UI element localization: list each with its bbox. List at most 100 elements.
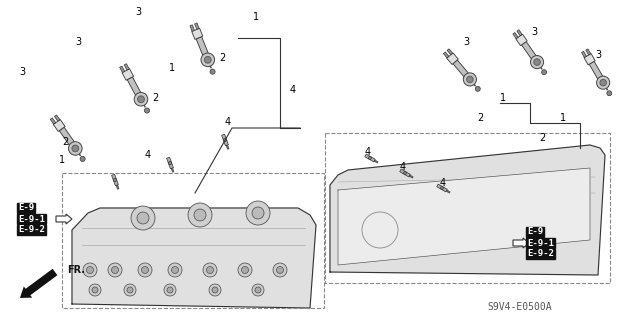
Text: 4: 4 — [145, 150, 151, 160]
Circle shape — [138, 263, 152, 277]
Bar — [400, 169, 410, 177]
Polygon shape — [338, 168, 590, 265]
Bar — [192, 28, 203, 39]
Bar — [62, 173, 324, 308]
Text: E-9-2: E-9-2 — [18, 226, 45, 234]
Circle shape — [531, 56, 543, 69]
FancyArrow shape — [56, 214, 72, 224]
Bar — [444, 52, 449, 58]
Bar — [190, 25, 195, 31]
Bar — [436, 184, 447, 192]
Circle shape — [127, 287, 133, 293]
Circle shape — [167, 287, 173, 293]
Circle shape — [238, 263, 252, 277]
Text: 2: 2 — [152, 93, 158, 103]
Circle shape — [276, 266, 284, 273]
Text: 2: 2 — [62, 137, 68, 147]
Text: FR.: FR. — [67, 265, 85, 275]
Bar — [586, 49, 591, 55]
Text: 3: 3 — [531, 27, 537, 37]
Bar — [116, 185, 119, 189]
Text: 3: 3 — [463, 37, 469, 47]
Circle shape — [246, 201, 270, 225]
Bar — [368, 156, 372, 160]
Circle shape — [145, 108, 150, 113]
Circle shape — [137, 212, 149, 224]
Bar — [51, 118, 56, 124]
Circle shape — [607, 91, 612, 96]
Circle shape — [203, 263, 217, 277]
Text: E-9-2: E-9-2 — [527, 249, 554, 258]
Circle shape — [212, 287, 218, 293]
Text: 3: 3 — [19, 67, 25, 77]
Circle shape — [111, 266, 118, 273]
Circle shape — [596, 76, 610, 89]
Text: 3: 3 — [595, 50, 601, 60]
Text: 3: 3 — [75, 37, 81, 47]
Bar — [127, 77, 143, 99]
Circle shape — [255, 287, 261, 293]
Bar — [223, 138, 227, 142]
Circle shape — [92, 287, 98, 293]
Circle shape — [201, 53, 214, 67]
Bar — [522, 41, 538, 63]
Circle shape — [534, 59, 540, 65]
Circle shape — [141, 266, 148, 273]
Bar — [325, 133, 610, 283]
FancyArrow shape — [513, 238, 529, 248]
Text: E-9-1: E-9-1 — [527, 239, 554, 248]
Bar — [440, 186, 444, 190]
Circle shape — [83, 263, 97, 277]
Polygon shape — [72, 208, 316, 308]
Bar — [374, 160, 378, 163]
Bar — [517, 30, 522, 36]
Circle shape — [273, 263, 287, 277]
Bar — [60, 127, 77, 149]
Text: S9V4-E0500A: S9V4-E0500A — [488, 302, 552, 312]
Circle shape — [138, 96, 145, 103]
Bar — [513, 33, 518, 39]
Bar — [196, 37, 210, 59]
Bar — [589, 61, 605, 83]
Circle shape — [600, 79, 607, 86]
Bar — [166, 157, 173, 169]
Circle shape — [541, 70, 547, 75]
Circle shape — [463, 73, 476, 86]
Circle shape — [476, 86, 480, 91]
Bar — [124, 64, 129, 70]
Text: 1: 1 — [59, 155, 65, 165]
FancyArrow shape — [20, 269, 58, 298]
Bar — [221, 134, 228, 146]
Circle shape — [252, 284, 264, 296]
Circle shape — [241, 266, 248, 273]
Bar — [120, 66, 125, 72]
Text: E-9: E-9 — [527, 227, 543, 236]
Text: 4: 4 — [365, 147, 371, 157]
Text: E-9-1: E-9-1 — [18, 214, 45, 224]
Circle shape — [467, 76, 473, 83]
Bar — [446, 190, 450, 193]
Bar — [516, 34, 527, 46]
Text: 4: 4 — [225, 117, 231, 127]
Circle shape — [164, 284, 176, 296]
Bar — [226, 145, 229, 149]
Circle shape — [210, 69, 215, 74]
Circle shape — [80, 156, 85, 161]
Text: 1: 1 — [253, 12, 259, 22]
Bar — [113, 178, 116, 182]
Text: 2: 2 — [477, 113, 483, 123]
Circle shape — [89, 284, 101, 296]
Circle shape — [209, 284, 221, 296]
Circle shape — [204, 56, 211, 63]
Text: E-9: E-9 — [18, 204, 34, 212]
Bar — [53, 120, 65, 131]
Bar — [365, 154, 375, 162]
Bar — [54, 115, 60, 121]
Text: 4: 4 — [400, 162, 406, 172]
Circle shape — [207, 266, 214, 273]
Circle shape — [194, 209, 206, 221]
Circle shape — [86, 266, 93, 273]
Circle shape — [252, 207, 264, 219]
Bar — [453, 60, 471, 80]
Bar — [111, 174, 118, 186]
